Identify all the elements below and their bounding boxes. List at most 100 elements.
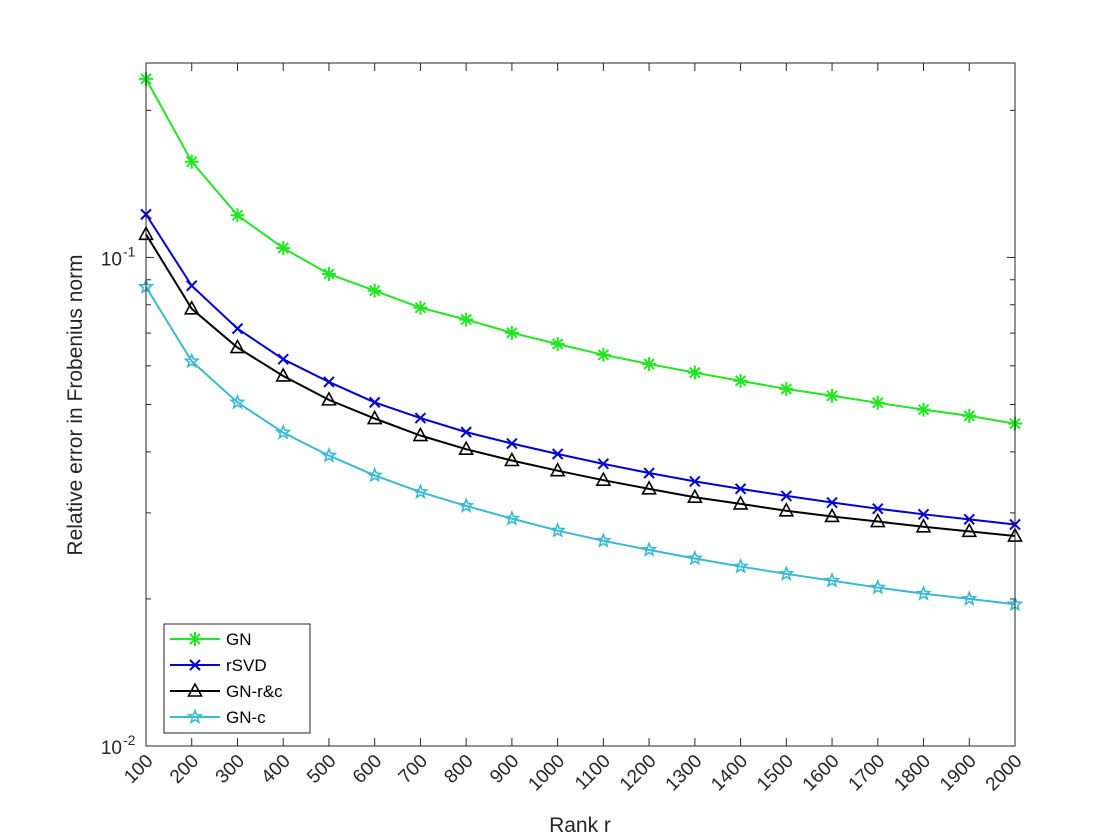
- marker-shape: [549, 521, 566, 538]
- data-point: [506, 437, 518, 450]
- marker-shape: [686, 549, 704, 566]
- series-gn-c: [137, 278, 1024, 612]
- data-point: [778, 502, 795, 517]
- data-point: [321, 391, 337, 406]
- data-point: [915, 584, 932, 601]
- marker-shape: [321, 391, 337, 406]
- marker-stroke: [506, 437, 518, 450]
- marker-stroke: [872, 397, 884, 409]
- data-point: [916, 402, 931, 417]
- data-point: [826, 496, 838, 509]
- x-tick-label: 1300: [662, 751, 707, 796]
- legend-label: GN-c: [226, 708, 266, 727]
- data-point: [503, 509, 521, 526]
- data-point: [457, 497, 475, 513]
- data-point: [277, 353, 289, 365]
- data-point: [413, 300, 428, 315]
- data-point: [687, 365, 702, 380]
- marker-shape: [732, 495, 749, 510]
- data-point: [778, 565, 795, 581]
- data-point: [869, 578, 887, 595]
- data-point: [231, 322, 244, 335]
- y-axis-label: Relative error in Frobenius norm: [64, 254, 87, 555]
- x-tick-label: 1600: [799, 751, 844, 796]
- marker-shape: [229, 338, 246, 354]
- marker-stroke: [917, 403, 930, 416]
- marker-shape: [640, 541, 658, 557]
- marker-stroke: [414, 302, 427, 314]
- x-tick-label: 2000: [982, 751, 1027, 796]
- marker-shape: [641, 480, 657, 495]
- marker-shape: [275, 367, 292, 382]
- data-point: [186, 280, 198, 292]
- marker-shape: [458, 440, 475, 456]
- series-line: [145, 233, 1016, 538]
- marker-stroke: [189, 633, 201, 645]
- data-point: [184, 154, 199, 169]
- data-point: [550, 336, 565, 351]
- marker-stroke: [780, 490, 793, 502]
- marker-shape: [686, 488, 703, 504]
- data-point: [824, 507, 840, 523]
- marker-stroke: [643, 358, 655, 370]
- marker-stroke: [551, 338, 564, 350]
- legend-label: GN-r&c: [226, 682, 283, 701]
- data-point: [686, 549, 704, 566]
- marker-shape: [915, 518, 932, 533]
- data-point: [597, 458, 610, 470]
- y-tick-labels: 10-110-2: [101, 243, 136, 759]
- marker-shape: [778, 565, 795, 581]
- marker-stroke: [734, 375, 747, 387]
- data-point: [368, 396, 381, 409]
- data-point: [689, 475, 701, 488]
- x-tick-label: 1800: [890, 751, 935, 796]
- data-point: [274, 423, 292, 440]
- marker-shape: [229, 393, 246, 410]
- marker-stroke: [323, 268, 335, 280]
- data-point: [549, 462, 566, 477]
- x-tick-label: 900: [486, 751, 523, 788]
- x-tick-label: 1500: [753, 751, 798, 796]
- marker-stroke: [189, 659, 201, 671]
- data-point: [366, 466, 383, 483]
- x-tick-label: 200: [166, 751, 203, 788]
- x-tick-label: 700: [395, 751, 432, 788]
- x-tick-label: 1400: [707, 751, 752, 796]
- data-point: [962, 408, 977, 423]
- data-point: [458, 440, 475, 456]
- legend-label: GN: [226, 630, 252, 649]
- marker-shape: [960, 590, 978, 606]
- data-point: [733, 373, 748, 388]
- x-tick-label: 600: [349, 751, 386, 788]
- legend-item: GN-r&c: [170, 682, 283, 701]
- data-point: [732, 557, 749, 574]
- y-tick-label: 10: [101, 249, 122, 270]
- marker-stroke: [460, 313, 472, 326]
- marker-stroke: [277, 353, 289, 365]
- marker-stroke: [689, 366, 701, 379]
- x-tick-label: 400: [257, 751, 294, 788]
- marker-stroke: [368, 284, 381, 297]
- marker-shape: [320, 446, 338, 463]
- x-tick-labels: 100 200 300 400 500 600 700 800 900 1000 1100 1200 1…: [120, 751, 1026, 796]
- y-tick-label: 10: [101, 738, 122, 759]
- marker-shape: [274, 423, 292, 440]
- x-tick-label: 1000: [524, 751, 569, 796]
- marker-shape: [366, 466, 383, 483]
- x-tick-label: 1100: [571, 751, 615, 795]
- marker-stroke: [506, 327, 518, 339]
- data-point: [276, 241, 291, 256]
- y-tick-exponent: -2: [123, 732, 136, 748]
- marker-stroke: [826, 496, 838, 509]
- plot-box: [145, 62, 1016, 747]
- data-point: [183, 352, 201, 369]
- data-point: [183, 300, 200, 315]
- data-point: [823, 571, 841, 588]
- data-point: [321, 266, 336, 281]
- marker-stroke: [872, 502, 884, 515]
- x-tick-label: 1700: [845, 751, 890, 796]
- marker-shape: [186, 708, 204, 725]
- data-point: [504, 451, 520, 467]
- data-point: [963, 513, 975, 526]
- data-point: [961, 522, 978, 538]
